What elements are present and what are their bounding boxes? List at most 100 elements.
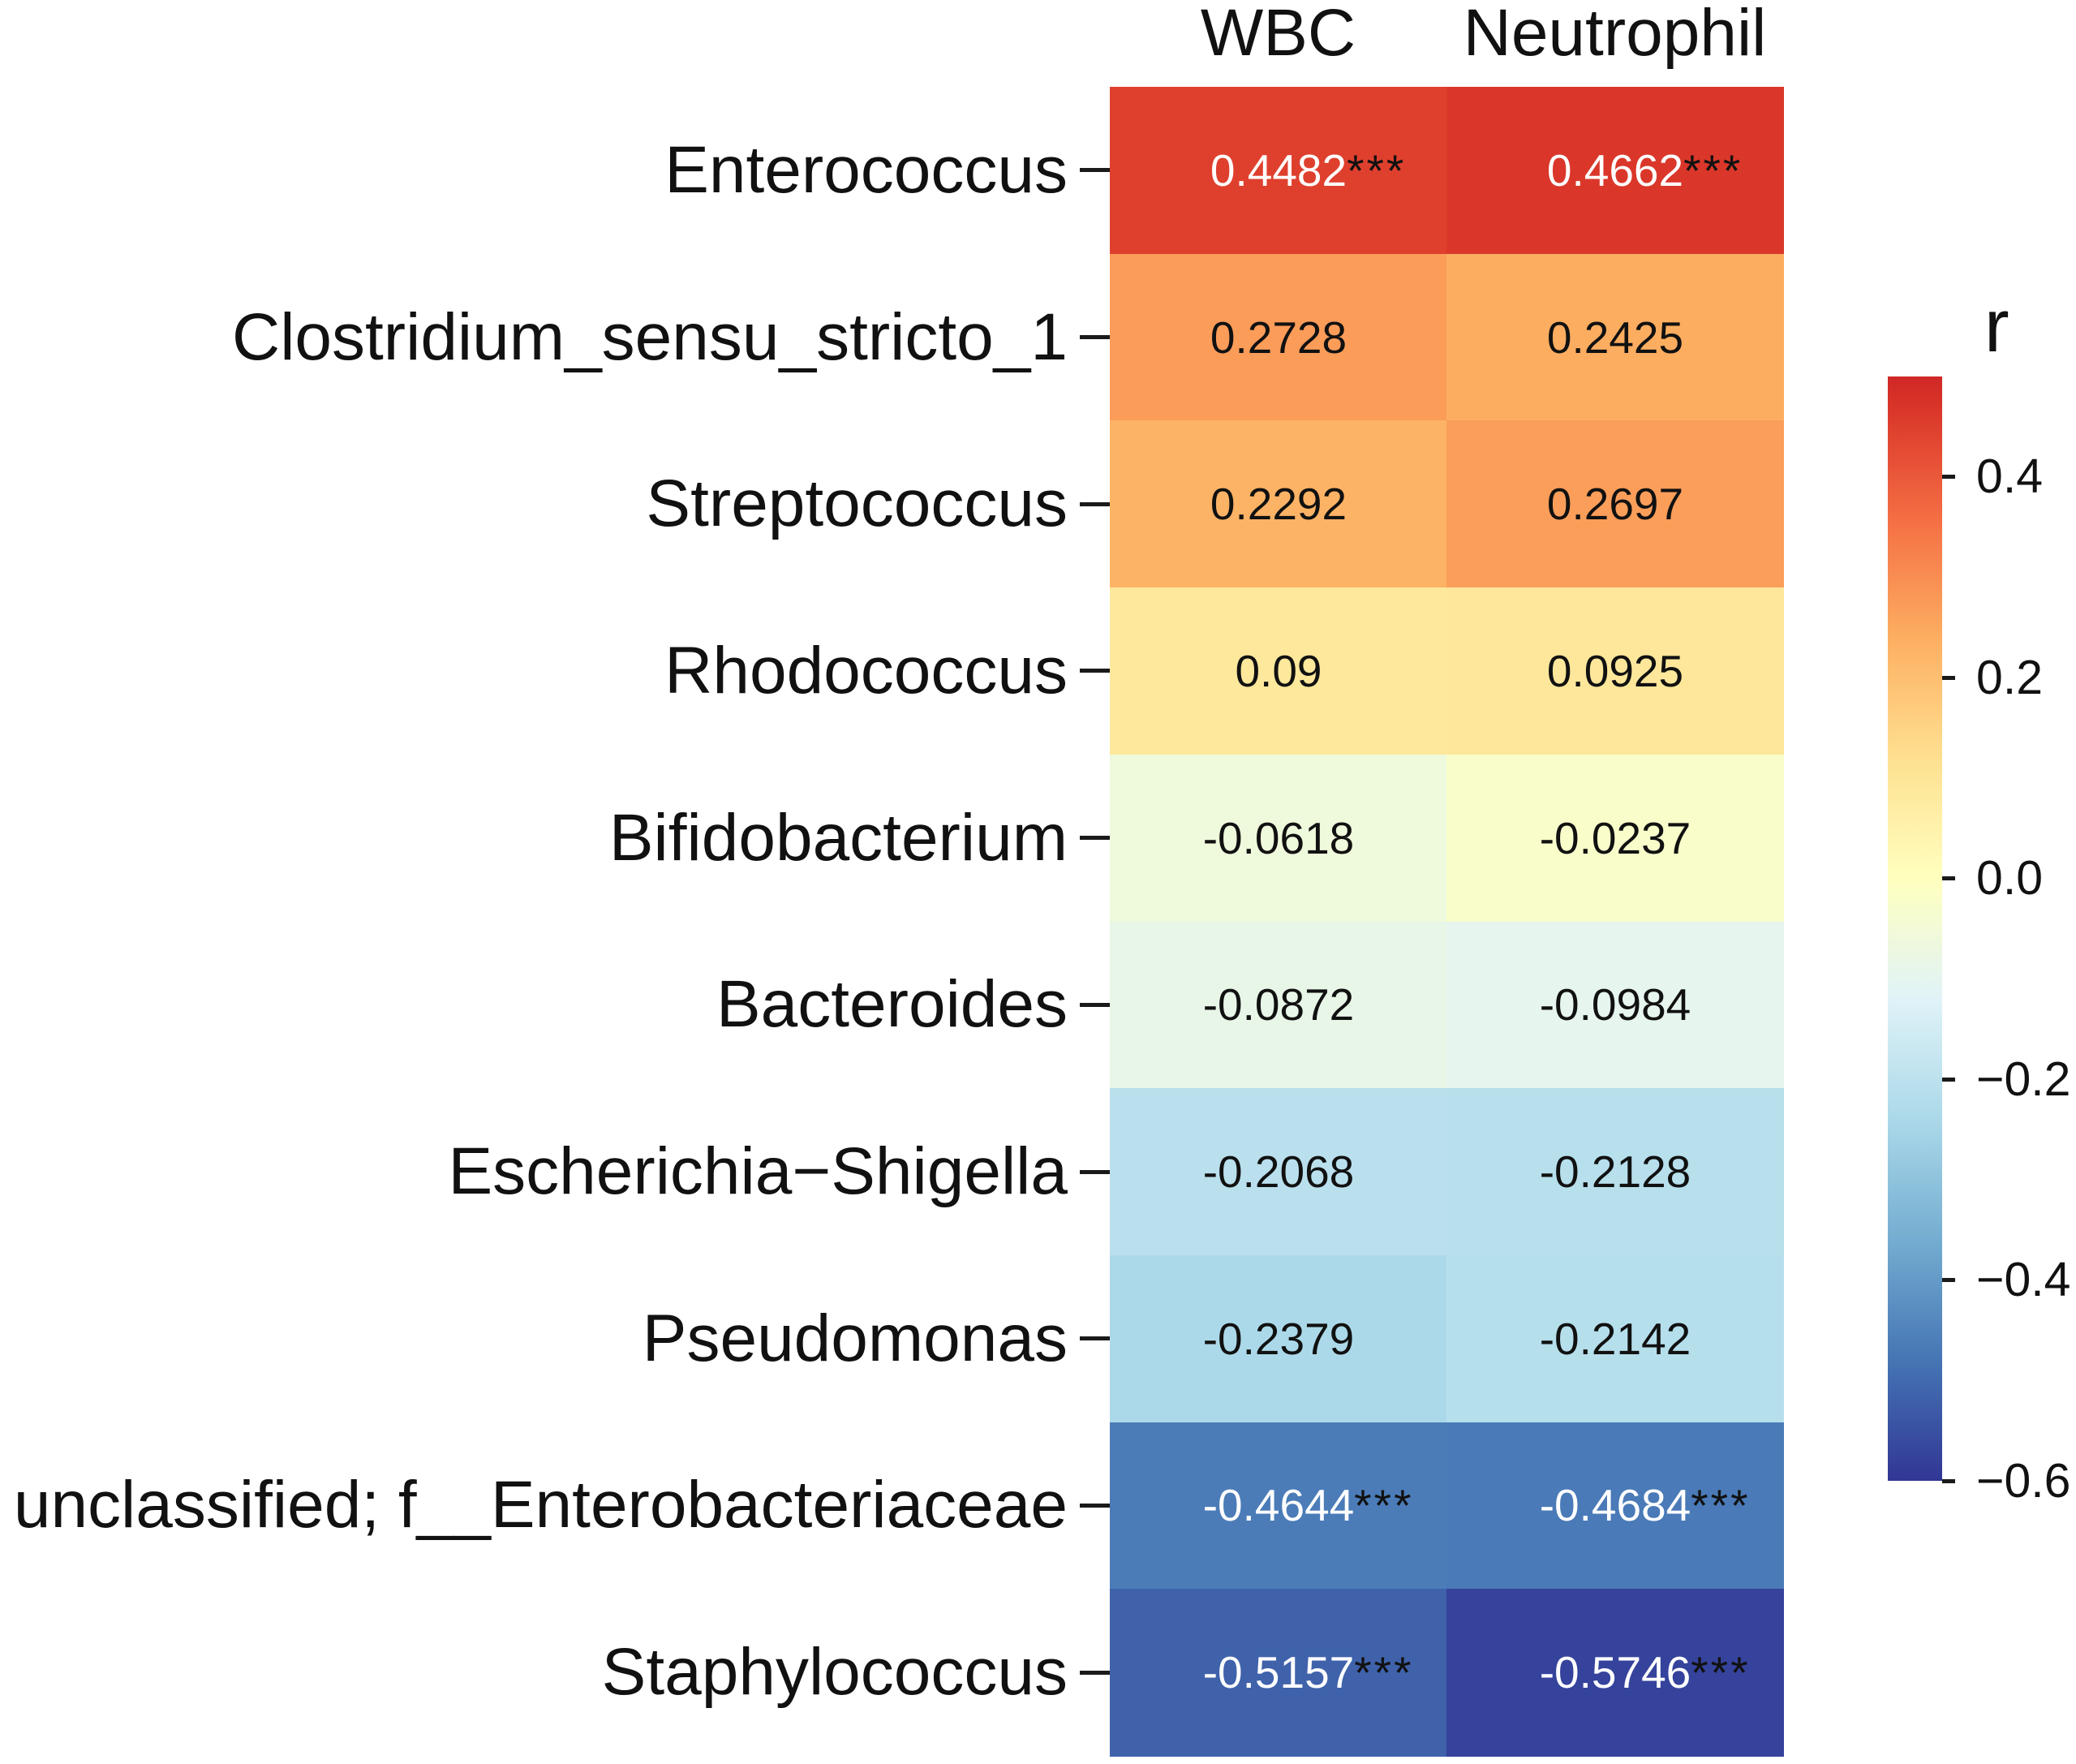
row-tick — [1080, 335, 1110, 340]
cell-value: 0.2697 — [1546, 479, 1684, 530]
colorbar-tick-label: −0.4 — [1976, 1253, 2071, 1307]
heatmap-cell: 0.0925 — [1446, 587, 1784, 755]
heatmap-cell: 0.2292 — [1110, 420, 1447, 589]
heatmap-cell: -0.2142 — [1446, 1254, 1784, 1423]
column-header-wbc: WBC — [1200, 0, 1356, 70]
colorbar — [1888, 376, 1942, 1481]
heatmap-cell: 0.4662 *** — [1446, 87, 1784, 255]
cell-value: 0.2425 — [1546, 312, 1684, 363]
row-label-escherichia-shigella: Escherichia−Shigella — [448, 1134, 1068, 1209]
heatmap-cell: -0.0618 — [1110, 754, 1447, 923]
row-tick — [1080, 836, 1110, 841]
heatmap-cell: 0.4482 *** — [1110, 87, 1447, 255]
significance-stars: *** — [1354, 1480, 1414, 1531]
colorbar-tick-label: 0.4 — [1976, 450, 2044, 504]
cell-label: -0.2142 — [1539, 1313, 1691, 1364]
cell-value: 0.09 — [1235, 645, 1322, 696]
cell-value: -0.2128 — [1539, 1147, 1691, 1198]
significance-stars: *** — [1683, 144, 1743, 196]
cell-label: -0.5157 *** — [1202, 1647, 1412, 1698]
significance-stars: *** — [1354, 1647, 1414, 1698]
significance-stars: *** — [1691, 1647, 1751, 1698]
column-header-neutrophil: Neutrophil — [1463, 0, 1767, 70]
row-tick — [1080, 1336, 1110, 1341]
heatmap-cell: -0.5746 *** — [1446, 1589, 1784, 1757]
cell-value: 0.4662 — [1546, 144, 1684, 196]
cell-label: 0.2728 — [1210, 315, 1347, 360]
colorbar-tick — [1942, 876, 1955, 881]
legend-title: r — [1984, 285, 2009, 368]
cell-label: -0.2068 — [1203, 1150, 1355, 1194]
colorbar-tick-label: 0.2 — [1976, 650, 2044, 704]
cell-value: -0.5157 — [1202, 1647, 1355, 1698]
colorbar-tick — [1942, 1478, 1955, 1483]
cell-value: -0.2379 — [1202, 1313, 1355, 1364]
cell-value: 0.2292 — [1210, 479, 1347, 530]
heatmap-cell: -0.4684 *** — [1446, 1422, 1784, 1590]
colorbar-tick-label: −0.2 — [1976, 1052, 2071, 1106]
cell-value: -0.2068 — [1202, 1147, 1355, 1198]
heatmap-cell: -0.2379 — [1110, 1254, 1447, 1423]
row-label-rhodococcus: Rhodococcus — [664, 633, 1068, 708]
row-tick — [1080, 1670, 1110, 1675]
cell-label: 0.4662 *** — [1546, 144, 1740, 196]
cell-value: 0.4482 — [1210, 144, 1347, 196]
cell-value: -0.0618 — [1202, 812, 1355, 863]
row-tick — [1080, 1169, 1110, 1174]
heatmap-cell: 0.09 — [1110, 587, 1447, 755]
heatmap-cell: -0.2068 — [1110, 1088, 1447, 1256]
row-tick — [1080, 501, 1110, 506]
cell-value: -0.5746 — [1539, 1647, 1691, 1698]
cell-value: -0.0872 — [1202, 979, 1355, 1030]
cell-value: -0.4644 — [1202, 1480, 1355, 1531]
heatmap-cell: -0.0984 — [1446, 921, 1784, 1090]
cell-label: -0.0618 — [1202, 812, 1355, 863]
heatmap-cell: -0.0237 — [1446, 754, 1784, 923]
heatmap-cell: -0.0872 — [1110, 921, 1447, 1090]
row-tick — [1080, 168, 1110, 173]
cell-label: -0.0984 — [1540, 983, 1691, 1027]
significance-stars: *** — [1347, 144, 1407, 196]
cell-label: 0.0925 — [1546, 645, 1684, 696]
cell-label: 0.09 — [1235, 645, 1322, 696]
heatmap-grid: 0.4482 *** 0.4662 *** 0.2728 0.2425 0.2292 0.26… — [1110, 87, 1784, 1757]
colorbar-tick — [1942, 475, 1955, 480]
cell-label: 0.2292 — [1210, 482, 1347, 527]
heatmap-cell: -0.4644 *** — [1110, 1422, 1447, 1590]
row-label-enterococcus: Enterococcus — [664, 132, 1068, 207]
heatmap-cell: -0.2128 — [1446, 1088, 1784, 1256]
cell-label: 0.2697 — [1547, 482, 1683, 527]
colorbar-tick-label: 0.0 — [1976, 851, 2044, 906]
row-label-bacteroides: Bacteroides — [716, 967, 1068, 1042]
cell-value: 0.0925 — [1546, 645, 1684, 696]
cell-label: -0.0237 — [1539, 812, 1691, 863]
colorbar-tick-label: −0.6 — [1976, 1453, 2071, 1508]
cell-label: -0.2128 — [1540, 1150, 1691, 1194]
row-label-unclassified-f-enterobacteriaceae: unclassified; f__Enterobacteriaceae — [13, 1468, 1068, 1542]
row-label-bifidobacterium: Bifidobacterium — [608, 800, 1068, 875]
heatmap-cell: -0.5157 *** — [1110, 1589, 1447, 1757]
cell-label: -0.2379 — [1202, 1313, 1355, 1364]
heatmap-cell: 0.2728 — [1110, 253, 1447, 422]
row-tick — [1080, 1002, 1110, 1007]
row-label-clostridium-sensu-stricto-1: Clostridium_sensu_stricto_1 — [231, 299, 1068, 374]
cell-value: -0.2142 — [1539, 1313, 1691, 1364]
cell-value: -0.0237 — [1539, 812, 1691, 863]
cell-value: -0.0984 — [1539, 979, 1691, 1030]
row-label-staphylococcus: Staphylococcus — [601, 1635, 1068, 1710]
colorbar-tick — [1942, 675, 1955, 680]
significance-stars: *** — [1691, 1480, 1751, 1531]
cell-value: 0.2728 — [1210, 312, 1347, 363]
colorbar-tick — [1942, 1278, 1955, 1283]
row-tick — [1080, 669, 1110, 673]
cell-label: 0.4482 *** — [1210, 144, 1403, 196]
row-tick — [1080, 1503, 1110, 1508]
cell-label: -0.4644 *** — [1202, 1480, 1412, 1531]
row-label-streptococcus: Streptococcus — [646, 467, 1068, 541]
cell-label: -0.4684 *** — [1539, 1480, 1748, 1531]
cell-label: 0.2425 — [1547, 315, 1683, 360]
colorbar-tick — [1942, 1077, 1955, 1082]
cell-label: -0.0872 — [1203, 983, 1355, 1027]
cell-value: -0.4684 — [1539, 1480, 1691, 1531]
